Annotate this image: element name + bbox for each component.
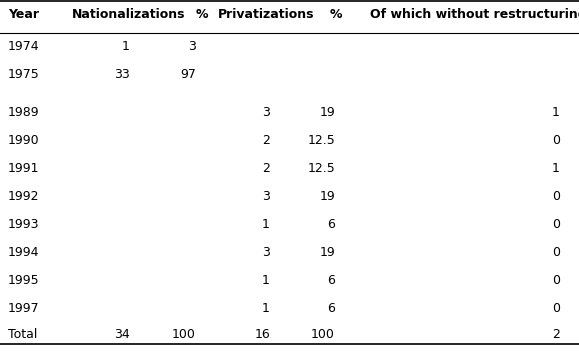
Text: 3: 3 [188, 40, 196, 53]
Text: 0: 0 [552, 274, 560, 287]
Text: 100: 100 [311, 328, 335, 341]
Text: 1990: 1990 [8, 134, 39, 147]
Text: %: % [196, 8, 208, 21]
Text: 3: 3 [262, 190, 270, 203]
Text: Nationalizations: Nationalizations [72, 8, 185, 21]
Text: 19: 19 [319, 190, 335, 203]
Text: 1989: 1989 [8, 106, 39, 119]
Text: 33: 33 [114, 68, 130, 81]
Text: 1995: 1995 [8, 274, 39, 287]
Text: 2: 2 [552, 328, 560, 341]
Text: 1992: 1992 [8, 190, 39, 203]
Text: 6: 6 [327, 302, 335, 315]
Text: 1: 1 [122, 40, 130, 53]
Text: 1975: 1975 [8, 68, 40, 81]
Text: 1994: 1994 [8, 246, 39, 259]
Text: 100: 100 [172, 328, 196, 341]
Text: 1974: 1974 [8, 40, 39, 53]
Text: 19: 19 [319, 246, 335, 259]
Text: 2: 2 [262, 162, 270, 175]
Text: 1: 1 [262, 274, 270, 287]
Text: 0: 0 [552, 134, 560, 147]
Text: 16: 16 [254, 328, 270, 341]
Text: Of which without restructuring:: Of which without restructuring: [370, 8, 579, 21]
Text: 1: 1 [262, 218, 270, 231]
Text: 0: 0 [552, 246, 560, 259]
Text: 12.5: 12.5 [307, 134, 335, 147]
Text: 0: 0 [552, 302, 560, 315]
Text: 1: 1 [552, 162, 560, 175]
Text: 0: 0 [552, 218, 560, 231]
Text: 6: 6 [327, 218, 335, 231]
Text: %: % [330, 8, 343, 21]
Text: 1: 1 [262, 302, 270, 315]
Text: 1991: 1991 [8, 162, 39, 175]
Text: Year: Year [8, 8, 39, 21]
Text: 34: 34 [114, 328, 130, 341]
Text: 19: 19 [319, 106, 335, 119]
Text: 3: 3 [262, 246, 270, 259]
Text: Total: Total [8, 328, 38, 341]
Text: 2: 2 [262, 134, 270, 147]
Text: 12.5: 12.5 [307, 162, 335, 175]
Text: 0: 0 [552, 190, 560, 203]
Text: 6: 6 [327, 274, 335, 287]
Text: 1997: 1997 [8, 302, 39, 315]
Text: 1993: 1993 [8, 218, 39, 231]
Text: 97: 97 [180, 68, 196, 81]
Text: Privatizations: Privatizations [218, 8, 314, 21]
Text: 1: 1 [552, 106, 560, 119]
Text: 3: 3 [262, 106, 270, 119]
